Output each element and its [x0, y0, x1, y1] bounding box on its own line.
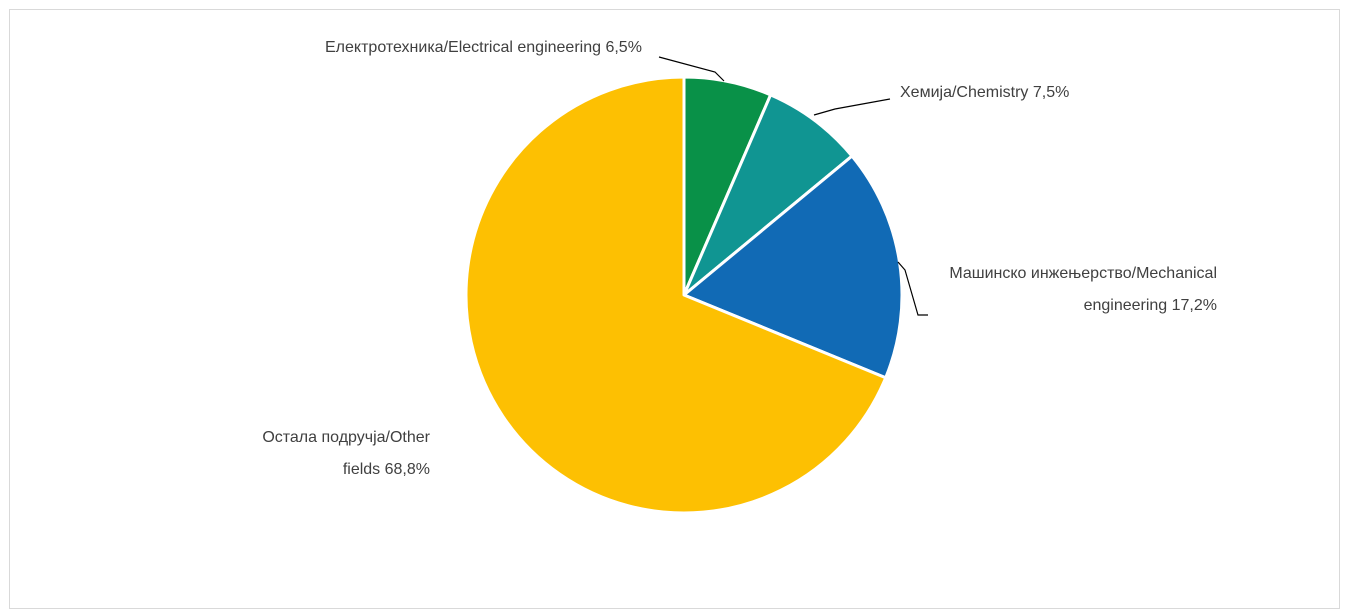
pie-slice-2	[682, 154, 904, 380]
slice-label-2-line-0: Машинско инжењерство/Mechanical	[949, 265, 1217, 282]
slice-label-3-line-1: fields 68,8%	[343, 461, 430, 478]
slice-label-2-line-1: engineering 17,2%	[1084, 297, 1217, 314]
pie-slice-1	[682, 93, 854, 297]
leader-line-2	[897, 261, 928, 316]
pie-chart: Електротехника/Electrical engineering 6,…	[262, 39, 1217, 515]
slice-label-3-line-0: Остала подручја/Other	[262, 429, 430, 446]
leader-line-1	[813, 98, 891, 116]
slice-label-1-line-0: Хемија/Chemistry 7,5%	[900, 84, 1069, 101]
pie-slice-3	[464, 75, 888, 515]
leader-line-0	[658, 56, 725, 82]
slice-label-0-line-0: Електротехника/Electrical engineering 6,…	[325, 39, 642, 56]
